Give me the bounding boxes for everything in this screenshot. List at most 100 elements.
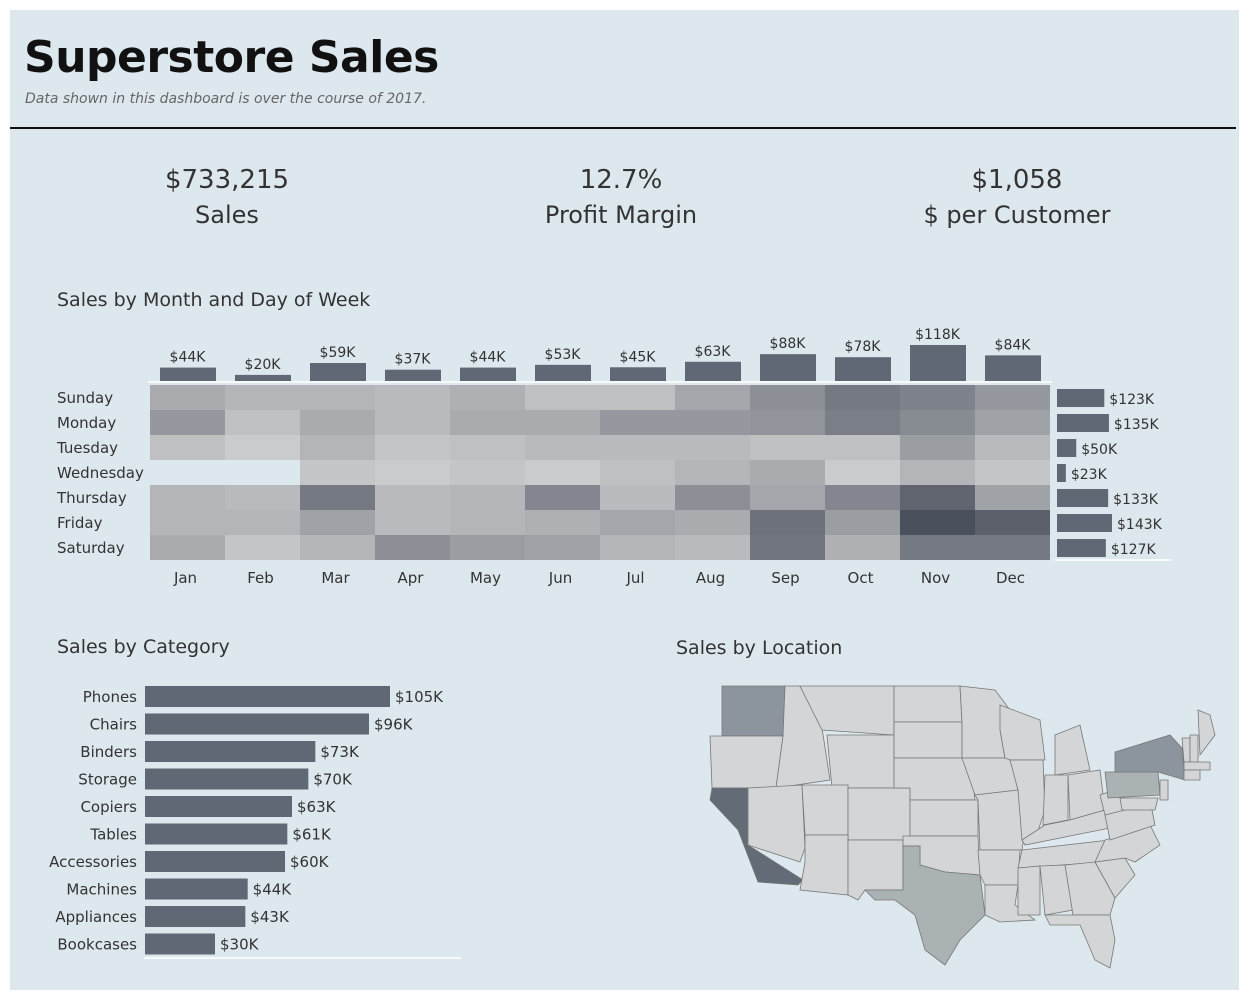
- heatmap-cell[interactable]: [900, 460, 975, 485]
- month-total-bar[interactable]: [760, 354, 816, 381]
- heatmap-cell[interactable]: [825, 460, 900, 485]
- day-total-bar[interactable]: [1057, 414, 1109, 432]
- map-state[interactable]: [977, 849, 1021, 886]
- map-state[interactable]: [1104, 771, 1161, 799]
- month-total-bar[interactable]: [910, 345, 966, 381]
- map-state[interactable]: [1189, 734, 1199, 763]
- heatmap-cell[interactable]: [375, 410, 450, 435]
- day-total-bar[interactable]: [1057, 389, 1105, 407]
- heatmap-cell[interactable]: [600, 510, 675, 535]
- heatmap-cell[interactable]: [450, 435, 525, 460]
- heatmap-cell[interactable]: [975, 460, 1050, 485]
- heatmap-cell[interactable]: [900, 435, 975, 460]
- heatmap-cell[interactable]: [225, 485, 300, 510]
- map-state[interactable]: [1054, 724, 1091, 776]
- map-state[interactable]: [1197, 709, 1216, 757]
- heatmap-cell[interactable]: [300, 485, 375, 510]
- category-bar[interactable]: [145, 768, 309, 790]
- heatmap-cell[interactable]: [300, 510, 375, 535]
- heatmap-cell[interactable]: [450, 385, 525, 410]
- heatmap-cell[interactable]: [375, 435, 450, 460]
- heatmap-cell[interactable]: [150, 535, 225, 560]
- heatmap-cell[interactable]: [675, 485, 750, 510]
- heatmap-cell[interactable]: [150, 485, 225, 510]
- heatmap-cell[interactable]: [750, 535, 825, 560]
- heatmap-cell[interactable]: [525, 410, 600, 435]
- heatmap-cell[interactable]: [675, 435, 750, 460]
- heatmap-cell[interactable]: [675, 510, 750, 535]
- map-state[interactable]: [864, 845, 986, 966]
- heatmap-cell[interactable]: [525, 435, 600, 460]
- heatmap-cell[interactable]: [825, 410, 900, 435]
- heatmap-cell[interactable]: [675, 460, 750, 485]
- heatmap-cell[interactable]: [150, 385, 225, 410]
- month-total-bar[interactable]: [685, 361, 741, 381]
- map-state[interactable]: [1017, 865, 1041, 916]
- heatmap-cell[interactable]: [900, 410, 975, 435]
- heatmap-cell[interactable]: [675, 535, 750, 560]
- heatmap-cell[interactable]: [375, 460, 450, 485]
- heatmap-cell[interactable]: [750, 435, 825, 460]
- map-state[interactable]: [999, 704, 1046, 761]
- heatmap-cell[interactable]: [750, 460, 825, 485]
- day-total-bar[interactable]: [1057, 514, 1112, 532]
- heatmap-cell[interactable]: [225, 435, 300, 460]
- day-total-bar[interactable]: [1057, 489, 1109, 507]
- month-total-bar[interactable]: [535, 364, 591, 381]
- heatmap-cell[interactable]: [825, 485, 900, 510]
- heatmap-cell[interactable]: [525, 485, 600, 510]
- heatmap-cell[interactable]: [600, 410, 675, 435]
- heatmap-cell[interactable]: [300, 435, 375, 460]
- heatmap-cell[interactable]: [150, 435, 225, 460]
- map-state[interactable]: [721, 685, 786, 737]
- map-state[interactable]: [1064, 861, 1116, 916]
- month-total-bar[interactable]: [610, 367, 666, 381]
- heatmap-cell[interactable]: [600, 535, 675, 560]
- heatmap-cell[interactable]: [525, 460, 600, 485]
- day-total-bar[interactable]: [1057, 539, 1106, 557]
- heatmap-cell[interactable]: [900, 510, 975, 535]
- heatmap-cell[interactable]: [600, 485, 675, 510]
- heatmap-cell[interactable]: [300, 535, 375, 560]
- category-bar[interactable]: [145, 741, 316, 762]
- heatmap-cell[interactable]: [750, 385, 825, 410]
- month-total-bar[interactable]: [835, 357, 891, 381]
- heatmap-cell[interactable]: [600, 435, 675, 460]
- us-sales-map[interactable]: [10, 10, 1239, 990]
- heatmap-cell[interactable]: [450, 460, 525, 485]
- heatmap-chart[interactable]: $44K $20K $59K $37K $44K $53K $45K $63K $88K $78K…: [10, 10, 1239, 610]
- heatmap-cell[interactable]: [975, 510, 1050, 535]
- heatmap-cell[interactable]: [825, 535, 900, 560]
- heatmap-cell[interactable]: [975, 385, 1050, 410]
- heatmap-cell[interactable]: [675, 410, 750, 435]
- heatmap-cell[interactable]: [900, 385, 975, 410]
- category-bar[interactable]: [145, 713, 369, 735]
- heatmap-cell[interactable]: [675, 385, 750, 410]
- heatmap-cell[interactable]: [450, 535, 525, 560]
- heatmap-cell[interactable]: [825, 435, 900, 460]
- heatmap-cell[interactable]: [300, 385, 375, 410]
- heatmap-cell[interactable]: [375, 535, 450, 560]
- heatmap-cell[interactable]: [450, 410, 525, 435]
- heatmap-cell[interactable]: [750, 410, 825, 435]
- month-total-bar[interactable]: [385, 369, 441, 381]
- heatmap-cell[interactable]: [525, 535, 600, 560]
- heatmap-cell[interactable]: [225, 510, 300, 535]
- month-total-bar[interactable]: [310, 363, 366, 381]
- map-state[interactable]: [1183, 769, 1201, 781]
- heatmap-cell[interactable]: [450, 485, 525, 510]
- map-state[interactable]: [1183, 761, 1211, 771]
- heatmap-cell[interactable]: [450, 510, 525, 535]
- map-state[interactable]: [747, 784, 806, 863]
- heatmap-cell[interactable]: [900, 535, 975, 560]
- heatmap-cell[interactable]: [375, 485, 450, 510]
- day-total-bar[interactable]: [1057, 439, 1077, 457]
- map-state[interactable]: [799, 834, 849, 896]
- map-state[interactable]: [893, 721, 963, 759]
- heatmap-cell[interactable]: [300, 410, 375, 435]
- map-state[interactable]: [893, 685, 963, 723]
- month-total-bar[interactable]: [985, 355, 1041, 381]
- map-state[interactable]: [1044, 914, 1116, 969]
- map-state[interactable]: [847, 787, 911, 841]
- heatmap-cell[interactable]: [150, 410, 225, 435]
